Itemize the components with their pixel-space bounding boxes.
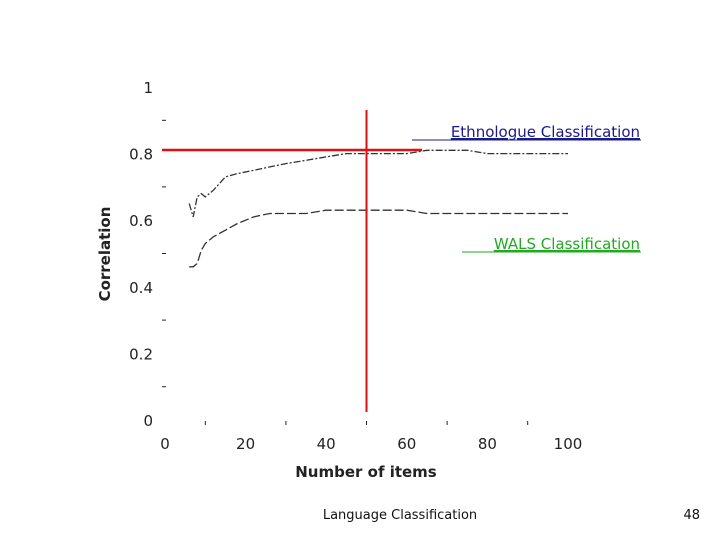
x-tick-label: 60 bbox=[397, 435, 416, 453]
y-axis-label: Correlation bbox=[96, 207, 114, 302]
series-line-ethnologue bbox=[188, 149, 568, 218]
series-label-ethnologue: Ethnologue Classification bbox=[451, 123, 640, 141]
page-number: 48 bbox=[683, 508, 700, 523]
y-tick-label: 0.4 bbox=[129, 279, 153, 297]
x-tick-label: 40 bbox=[317, 435, 336, 453]
y-tick-label: 0.8 bbox=[129, 146, 153, 164]
y-tick-label: 0.6 bbox=[129, 212, 153, 230]
series-line-wals bbox=[189, 209, 568, 268]
chart-labels: Ethnologue Classification WALS Classifica… bbox=[412, 123, 641, 253]
y-tick-label: 1 bbox=[143, 79, 153, 97]
x-tick-label: 20 bbox=[236, 435, 255, 453]
y-tick-label: 0.2 bbox=[129, 345, 153, 363]
chart-axes: 0 0.2 0.4 0.6 0.8 1 0 20 40 60 80 100 Number of item… bbox=[96, 79, 582, 481]
x-tick-label: 100 bbox=[554, 435, 583, 453]
chart-curves bbox=[188, 149, 568, 268]
series-label-wals: WALS Classification bbox=[494, 235, 640, 253]
y-tick-label: 0 bbox=[143, 412, 153, 430]
x-axis-label: Number of items bbox=[295, 463, 437, 481]
x-tick-label: 80 bbox=[478, 435, 497, 453]
reference-lines bbox=[162, 110, 422, 412]
x-tick-label: 0 bbox=[160, 435, 170, 453]
footer-title: Language Classification bbox=[322, 508, 478, 523]
